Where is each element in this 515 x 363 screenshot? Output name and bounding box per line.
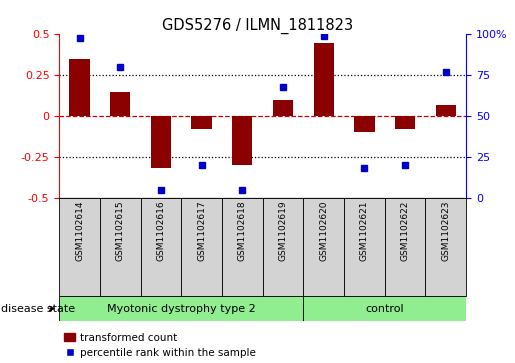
Bar <box>303 198 344 296</box>
Text: GSM1102623: GSM1102623 <box>441 201 450 261</box>
Bar <box>192 116 212 129</box>
Bar <box>70 59 90 116</box>
Bar <box>222 198 263 296</box>
Bar <box>263 198 303 296</box>
Text: GSM1102619: GSM1102619 <box>279 201 287 261</box>
Text: GSM1102620: GSM1102620 <box>319 201 328 261</box>
Bar <box>59 296 303 321</box>
Text: GSM1102622: GSM1102622 <box>401 201 409 261</box>
Bar <box>436 105 456 116</box>
Text: GSM1102617: GSM1102617 <box>197 201 206 261</box>
Bar <box>314 43 334 116</box>
Bar <box>303 296 466 321</box>
Legend: transformed count, percentile rank within the sample: transformed count, percentile rank withi… <box>64 333 256 358</box>
Text: GSM1102615: GSM1102615 <box>116 201 125 261</box>
Bar <box>354 116 374 132</box>
Text: GSM1102618: GSM1102618 <box>238 201 247 261</box>
Bar <box>100 198 141 296</box>
Bar <box>385 198 425 296</box>
Bar <box>110 92 130 116</box>
Bar <box>395 116 415 129</box>
Text: GSM1102621: GSM1102621 <box>360 201 369 261</box>
Text: disease state: disease state <box>1 303 75 314</box>
Text: GDS5276 / ILMN_1811823: GDS5276 / ILMN_1811823 <box>162 18 353 34</box>
Text: Myotonic dystrophy type 2: Myotonic dystrophy type 2 <box>107 303 255 314</box>
Bar <box>141 198 181 296</box>
Text: GSM1102616: GSM1102616 <box>157 201 165 261</box>
Text: GSM1102614: GSM1102614 <box>75 201 84 261</box>
Bar <box>59 198 100 296</box>
Text: control: control <box>366 303 404 314</box>
Bar <box>344 198 385 296</box>
Bar <box>273 100 293 116</box>
Bar <box>181 198 222 296</box>
Bar <box>232 116 252 165</box>
Bar <box>151 116 171 168</box>
Bar <box>425 198 466 296</box>
